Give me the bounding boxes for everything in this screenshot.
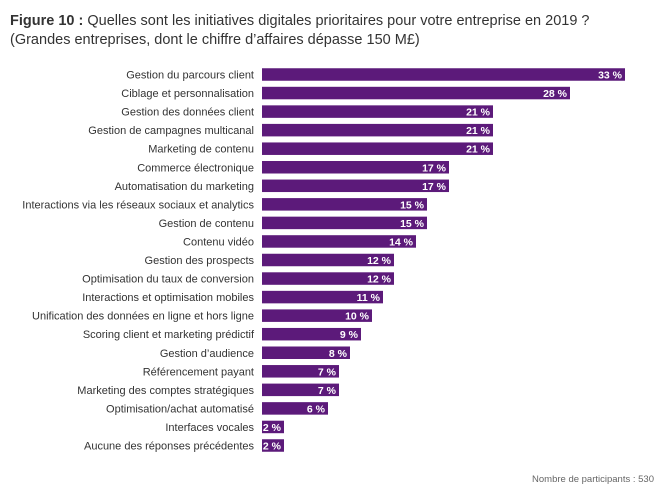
bar [262,142,493,155]
category-label: Gestion de campagnes multicanal [88,125,254,137]
value-label: 7 % [318,385,337,397]
value-label: 21 % [466,107,491,119]
value-label: 28 % [543,88,568,100]
value-label: 6 % [307,403,326,415]
category-label: Interactions via les réseaux sociaux et … [22,199,254,211]
bar [262,439,284,452]
value-label: 17 % [422,162,447,174]
bar [262,309,372,322]
bar [262,290,383,304]
category-label: Contenu vidéo [183,236,254,248]
category-label: Gestion de contenu [159,218,254,230]
value-label: 12 % [367,274,392,286]
value-label: 21 % [466,144,491,156]
value-label: 9 % [340,329,359,341]
category-label: Gestion du parcours client [126,70,254,82]
bar [262,346,350,359]
category-label: Référencement payant [143,366,254,378]
value-label: 10 % [345,311,370,323]
bar [262,327,361,341]
participants-note: Nombre de participants : 530 [532,474,654,485]
value-label: 33 % [598,70,623,82]
value-label: 8 % [329,348,348,360]
category-label: Ciblage et personnalisation [121,88,254,100]
bar [262,123,493,137]
chart-title: Figure 10 : Quelles sont les initiatives… [10,12,590,31]
chart-title-text: Quelles sont les initiatives digitales p… [87,13,590,29]
value-label: 2 % [263,441,282,453]
figure-number: Figure 10 : [10,13,84,29]
bar [262,216,427,230]
bar [262,253,394,267]
category-label: Automatisation du marketing [115,181,254,193]
category-label: Gestion des données client [121,107,254,119]
value-label: 12 % [367,255,392,267]
category-label: Commerce électronique [137,162,254,174]
bar [262,402,328,415]
bar [262,105,493,118]
value-label: 7 % [318,366,337,378]
value-label: 17 % [422,181,447,193]
category-label: Optimisation du taux de conversion [82,274,254,286]
chart-subtitle: (Grandes entreprises, dont le chiffre d’… [10,32,420,48]
value-label: 14 % [389,236,414,248]
bar [262,68,625,81]
value-label: 2 % [263,422,282,434]
bar [262,198,427,211]
bar [262,179,449,193]
value-label: 15 % [400,199,425,211]
category-label: Gestion des prospects [145,255,255,267]
category-label: Aucune des réponses précédentes [84,441,255,453]
bar [262,235,416,248]
value-label: 15 % [400,218,425,230]
bar [262,365,339,378]
category-label: Marketing des comptes stratégiques [77,385,254,397]
value-label: 21 % [466,125,491,137]
bar-chart: Gestion du parcours client 33 % Ciblage et… [22,68,625,453]
bar [262,420,284,434]
bar [262,86,570,100]
category-label: Interfaces vocales [165,422,254,434]
category-label: Marketing de contenu [148,144,254,156]
bar [262,272,394,285]
category-label: Optimisation/achat automatisé [106,403,254,415]
value-label: 11 % [357,292,381,304]
bar [262,161,449,174]
bar [262,383,339,397]
category-label: Unification des données en ligne et hors… [32,311,254,323]
category-label: Scoring client et marketing prédictif [83,329,255,341]
category-label: Interactions et optimisation mobiles [82,292,254,304]
category-label: Gestion d’audience [160,348,254,360]
